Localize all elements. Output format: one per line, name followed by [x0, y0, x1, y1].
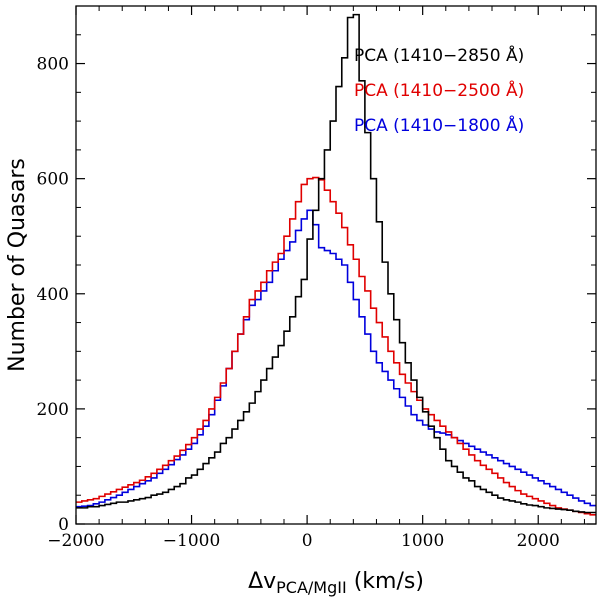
x-axis-label-prefix: Δv — [248, 569, 276, 594]
y-tick-label: 0 — [58, 515, 69, 535]
series-line-2 — [76, 209, 596, 508]
x-tick-label: 2000 — [517, 531, 560, 551]
legend-entry-1: PCA (1410−2500 Å) — [354, 79, 524, 101]
y-tick-label: 400 — [37, 285, 69, 305]
series-layer — [76, 13, 596, 516]
x-tick-label: −2000 — [47, 531, 105, 551]
x-tick-label: 0 — [302, 531, 313, 551]
tick-layer — [75, 5, 596, 525]
tick-label-layer: −2000 −1000 0 1000 2000 0 200 400 600 800 — [37, 55, 560, 551]
x-axis-label-subscript: PCA/MgII — [276, 578, 347, 597]
x-axis-label: ΔvPCA/MgII (km/s) — [248, 569, 424, 597]
series-line-0 — [76, 13, 596, 514]
legend-entry-2: PCA (1410−1800 Å) — [354, 114, 524, 136]
x-tick-label: 1000 — [401, 531, 444, 551]
x-axis-label-suffix: (km/s) — [347, 569, 424, 594]
legend-entry-0: PCA (1410−2850 Å) — [354, 44, 524, 66]
series-line-1 — [76, 176, 596, 516]
legend: PCA (1410−2850 Å) PCA (1410−2500 Å) PCA … — [354, 44, 524, 136]
x-tick-label: −1000 — [163, 531, 221, 551]
y-tick-label: 800 — [37, 55, 69, 75]
y-tick-label: 600 — [37, 170, 69, 190]
y-axis-label: Number of Quasars — [5, 158, 30, 372]
y-tick-label: 200 — [37, 400, 69, 420]
